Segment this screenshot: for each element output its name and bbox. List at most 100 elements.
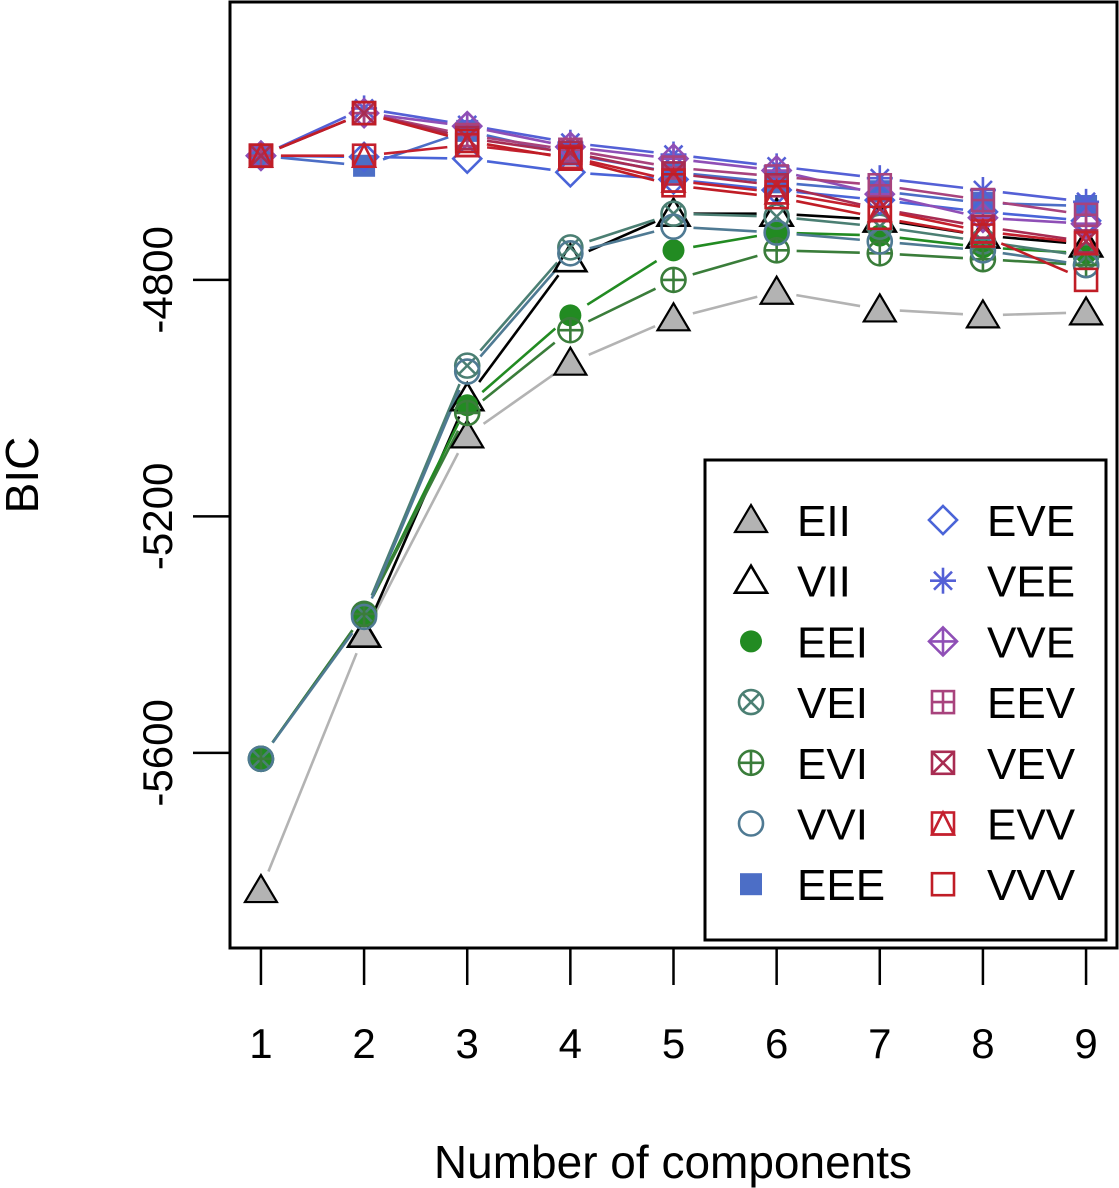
x-tick-label: 7 xyxy=(868,1020,891,1067)
data-point xyxy=(247,745,275,773)
series-segment xyxy=(1002,232,1067,243)
series-segment xyxy=(382,136,449,161)
data-point xyxy=(861,292,898,323)
data-point xyxy=(1073,202,1099,228)
series-segment xyxy=(1002,191,1067,201)
series-line-eii xyxy=(267,293,1067,872)
legend-label: VVE xyxy=(987,618,1075,667)
x-tick-label: 3 xyxy=(456,1020,479,1067)
legend-label: VII xyxy=(797,558,851,607)
series-line-vee xyxy=(278,110,1067,201)
series-segment xyxy=(1002,212,1067,221)
series-segment xyxy=(693,174,757,185)
series-segment xyxy=(796,231,860,237)
legend-marker xyxy=(927,504,959,536)
x-axis: 1 2 3 4 5 6 7 8 9 xyxy=(249,946,1098,1067)
series-segment xyxy=(383,145,448,155)
legend-label: EEV xyxy=(987,679,1076,728)
series-segment xyxy=(693,186,757,197)
legend-marker xyxy=(929,809,957,836)
series-segment xyxy=(693,180,757,190)
data-point xyxy=(350,603,378,631)
series-segment xyxy=(692,234,758,249)
series-segment xyxy=(278,119,347,150)
legend-marker xyxy=(737,749,765,777)
data-point xyxy=(970,187,996,213)
series-markers xyxy=(243,95,1105,904)
series-segment xyxy=(692,295,758,315)
legend-item-evv: EVV xyxy=(929,801,1076,850)
legend-item-eev: EEV xyxy=(930,679,1076,728)
data-point xyxy=(557,234,584,261)
data-point xyxy=(661,172,686,198)
series-segment xyxy=(796,194,861,209)
series-points-vvv xyxy=(248,100,1099,293)
series-segment xyxy=(899,309,964,316)
series-segment xyxy=(899,179,964,190)
data-point xyxy=(763,219,790,246)
series-segment xyxy=(589,230,655,250)
series-segment xyxy=(796,217,860,227)
series-line-vvi xyxy=(271,226,1067,744)
legend-marker xyxy=(733,502,769,534)
series-segment xyxy=(899,211,964,225)
data-point xyxy=(558,146,583,171)
series-segment xyxy=(590,143,654,154)
x-tick-label: 4 xyxy=(559,1020,582,1067)
y-tick-label: -5600 xyxy=(134,699,181,806)
x-tick-label: 6 xyxy=(765,1020,788,1067)
series-segment xyxy=(478,274,560,383)
series-segment xyxy=(486,127,551,141)
legend-item-vei: VEI xyxy=(737,679,868,728)
series-segment xyxy=(486,136,551,149)
series-segment xyxy=(795,199,861,216)
series-segment xyxy=(372,452,460,618)
series-segment xyxy=(796,213,860,220)
data-point xyxy=(758,274,795,305)
data-point xyxy=(453,399,481,427)
legend-label: EVI xyxy=(797,740,868,789)
legend-item-vee: VEE xyxy=(930,558,1075,607)
x-tick-label: 2 xyxy=(352,1020,375,1067)
data-point xyxy=(557,239,584,267)
data-point xyxy=(1073,188,1100,215)
series-segment xyxy=(589,162,655,182)
series-segment xyxy=(589,151,655,166)
series-segment xyxy=(796,233,860,242)
series-segment xyxy=(383,117,449,137)
legend-marker xyxy=(740,873,762,896)
y-tick-label: -4800 xyxy=(134,226,181,333)
series-segment xyxy=(899,192,964,203)
data-point xyxy=(552,345,589,376)
data-point xyxy=(655,301,692,332)
data-point xyxy=(454,128,480,154)
legend-marker xyxy=(927,625,959,658)
series-segment xyxy=(899,186,964,199)
legend-marker xyxy=(930,871,956,897)
data-point xyxy=(970,223,996,248)
legend-label: EEE xyxy=(797,861,885,910)
series-segment xyxy=(796,167,861,178)
legend-marker xyxy=(740,630,762,653)
data-point xyxy=(764,184,789,210)
series-points-eev xyxy=(248,100,1099,228)
series-segment xyxy=(482,373,555,425)
series-segment xyxy=(899,228,964,240)
data-point xyxy=(453,352,481,379)
series-segment xyxy=(1002,217,1067,224)
series-points-eii xyxy=(243,274,1104,904)
series-segment xyxy=(370,383,461,596)
series-segment xyxy=(588,325,656,356)
data-point xyxy=(763,237,790,264)
legend-label: VVV xyxy=(987,861,1076,910)
legend-item-vvi: VVI xyxy=(737,801,868,850)
series-segment xyxy=(589,160,655,178)
data-point xyxy=(660,213,687,240)
data-point xyxy=(662,239,685,262)
series-line-vvv xyxy=(278,117,1069,274)
series-segment xyxy=(589,155,655,171)
series-segment xyxy=(796,182,860,191)
series-segment xyxy=(479,261,559,352)
series-line-evv xyxy=(280,145,1067,243)
data-point xyxy=(964,298,1001,329)
